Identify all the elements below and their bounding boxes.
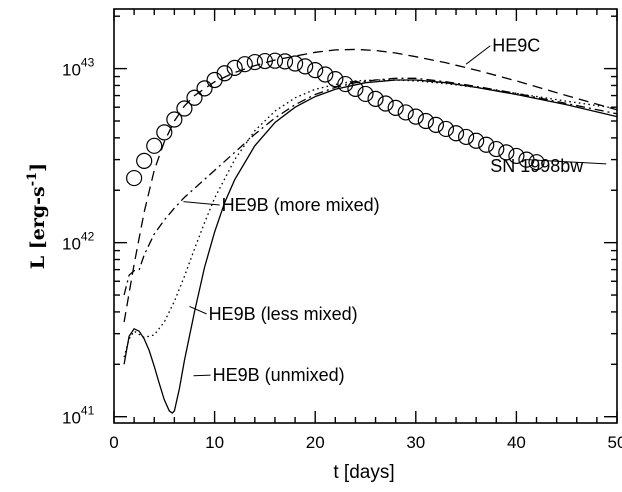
y-axis-title-main: L [erg-s bbox=[27, 186, 49, 269]
data-point-sn-1998bw bbox=[417, 112, 434, 130]
leader-line-he9b-unmixed bbox=[193, 374, 211, 377]
data-point-sn-1998bw bbox=[437, 120, 455, 138]
data-point-sn-1998bw bbox=[377, 95, 394, 112]
annotation-he9b-unmixed: HE9B (unmixed) bbox=[213, 365, 345, 385]
data-point-sn-1998bw bbox=[166, 111, 183, 128]
data-point-sn-1998bw bbox=[447, 125, 465, 142]
data-point-sn-1998bw bbox=[337, 75, 354, 93]
x-axis-ticks: 0 10 20 30 40 50 bbox=[109, 9, 622, 452]
data-point-sn-1998bw bbox=[468, 132, 485, 149]
data-point-sn-1998bw bbox=[528, 154, 545, 171]
data-point-sn-1998bw bbox=[327, 71, 344, 88]
data-point-sn-1998bw bbox=[488, 140, 505, 158]
leader-line-he9c bbox=[465, 45, 491, 65]
data-point-sn-1998bw bbox=[136, 152, 153, 169]
data-point-sn-1998bw bbox=[508, 147, 525, 165]
y-tick-label: 1043 bbox=[62, 56, 95, 80]
series-line-he9b-less-mixed bbox=[123, 79, 618, 358]
data-point-sn-1998bw bbox=[216, 65, 233, 82]
x-axis-title: t [days] bbox=[333, 462, 394, 483]
sn1998bw-markers bbox=[126, 52, 545, 187]
data-point-sn-1998bw bbox=[276, 53, 294, 70]
data-point-sn-1998bw bbox=[478, 136, 495, 153]
data-point-sn-1998bw bbox=[427, 116, 445, 133]
series-line-he9b-unmixed bbox=[123, 79, 618, 414]
data-point-sn-1998bw bbox=[256, 52, 273, 70]
y-axis-title: L [erg-s-1] bbox=[25, 163, 49, 269]
data-point-sn-1998bw bbox=[226, 59, 243, 76]
data-point-sn-1998bw bbox=[347, 80, 364, 97]
data-point-sn-1998bw bbox=[397, 104, 414, 121]
x-tick-label: 50 bbox=[608, 433, 622, 452]
x-tick-label: 40 bbox=[507, 433, 526, 452]
data-point-sn-1998bw bbox=[317, 66, 334, 83]
y-tick-label: 1041 bbox=[62, 404, 95, 428]
data-point-sn-1998bw bbox=[206, 71, 223, 89]
x-tick-label: 10 bbox=[205, 433, 224, 452]
data-point-sn-1998bw bbox=[156, 124, 173, 141]
data-point-sn-1998bw bbox=[307, 62, 324, 79]
data-point-sn-1998bw bbox=[196, 80, 213, 97]
annotation-he9b-less-mixed: HE9B (less mixed) bbox=[209, 304, 358, 324]
annotation-sn-1998bw: SN 1998bw bbox=[490, 156, 584, 176]
data-point-sn-1998bw bbox=[498, 144, 515, 161]
plot-curves bbox=[123, 48, 618, 414]
data-point-sn-1998bw bbox=[146, 137, 163, 154]
y-axis-ticks: 1041 1042 1043 bbox=[62, 15, 617, 428]
data-point-sn-1998bw bbox=[458, 128, 475, 146]
leader-line-he9b-less-mixed bbox=[189, 305, 207, 315]
data-point-sn-1998bw bbox=[176, 100, 193, 117]
x-tick-label: 30 bbox=[406, 433, 425, 452]
plot-frame bbox=[113, 8, 618, 424]
y-axis-title-close: ] bbox=[27, 163, 49, 172]
data-point-sn-1998bw bbox=[387, 99, 404, 116]
y-axis-title-sup: -1 bbox=[25, 172, 40, 186]
x-tick-label: 0 bbox=[109, 433, 118, 452]
data-point-sn-1998bw bbox=[286, 55, 304, 72]
y-tick-label: 1042 bbox=[62, 230, 95, 254]
leader-line-sn-1998bw bbox=[526, 159, 607, 165]
data-point-sn-1998bw bbox=[266, 52, 284, 69]
series-line-he9c bbox=[123, 48, 618, 323]
data-point-sn-1998bw bbox=[367, 90, 384, 107]
data-point-sn-1998bw bbox=[407, 108, 424, 125]
data-point-sn-1998bw bbox=[297, 58, 314, 75]
series-line-he9b-more-mixed bbox=[123, 77, 618, 296]
leader-line-he9b-more-mixed bbox=[183, 201, 220, 206]
data-point-sn-1998bw bbox=[126, 169, 143, 187]
data-point-sn-1998bw bbox=[186, 89, 203, 106]
x-tick-label: 20 bbox=[306, 433, 325, 452]
annotations: HE9C SN 1998bw HE9B (more mixed) HE9B (less… bbox=[183, 36, 607, 385]
annotation-he9b-more-mixed: HE9B (more mixed) bbox=[222, 195, 380, 215]
annotation-he9c: HE9C bbox=[492, 36, 540, 56]
data-point-sn-1998bw bbox=[246, 53, 263, 71]
data-point-sn-1998bw bbox=[236, 56, 253, 73]
data-point-sn-1998bw bbox=[357, 85, 374, 103]
